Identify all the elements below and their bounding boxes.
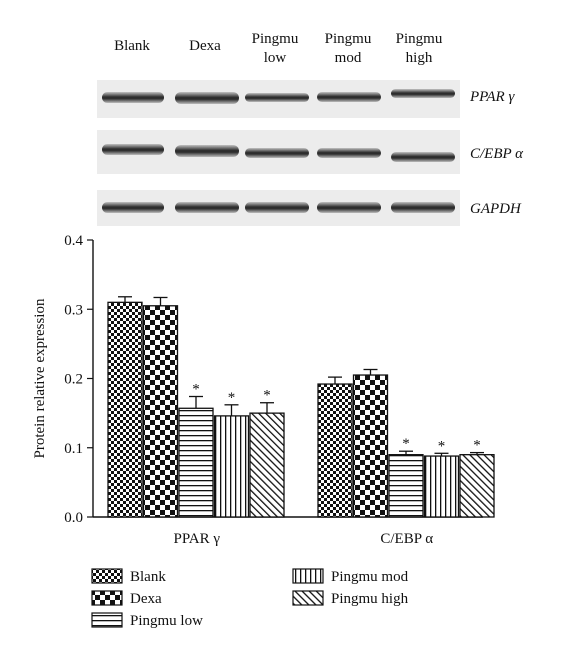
- legend-swatch: [91, 568, 123, 584]
- significance-marker: *: [473, 438, 481, 454]
- protein-label-gapdh: GAPDH: [470, 201, 521, 217]
- y-tick-label: 0.1: [64, 441, 83, 457]
- blot-band: [245, 202, 309, 213]
- lane-label-pingmu-low: Pingmu low: [240, 30, 310, 68]
- lane-label-line1: Pingmu: [395, 31, 443, 47]
- lane-label-line2: high: [405, 50, 433, 66]
- lane-label-line1: Pingmu: [251, 31, 299, 47]
- significance-marker: *: [438, 438, 446, 454]
- legend-label: Pingmu low: [130, 613, 203, 629]
- y-tick-label: 0.2: [64, 372, 83, 388]
- significance-marker: *: [192, 382, 200, 398]
- significance-marker: *: [228, 390, 236, 406]
- significance-marker: *: [263, 388, 271, 404]
- blot-strip-cebp-alpha: [97, 130, 460, 174]
- blot-band: [102, 202, 164, 213]
- y-tick-label: 0.4: [64, 233, 83, 249]
- lane-label-blank: Blank: [97, 37, 167, 56]
- blot-band: [391, 202, 455, 213]
- legend-label: Dexa: [130, 591, 162, 607]
- bar: [142, 305, 179, 518]
- bar: [107, 301, 143, 518]
- y-tick-label: 0.0: [64, 510, 83, 526]
- significance-marker: *: [402, 436, 410, 452]
- legend-swatch: [292, 568, 324, 584]
- lane-label-line1: Pingmu: [324, 31, 372, 47]
- blot-strip-gapdh: [97, 190, 460, 226]
- lane-label-pingmu-mod: Pingmu mod: [313, 30, 383, 68]
- blot-band: [317, 92, 381, 102]
- bar: [423, 455, 460, 518]
- legend-swatch: [292, 590, 324, 606]
- x-tick-label: PPAR γ: [173, 531, 220, 547]
- blot-band: [102, 92, 164, 103]
- blot-band: [391, 89, 455, 98]
- legend-swatch: [91, 590, 123, 606]
- x-tick-label: C/EBP α: [380, 531, 433, 547]
- blot-band: [175, 145, 239, 157]
- blot-band: [317, 148, 381, 158]
- legend-label: Pingmu mod: [331, 569, 409, 585]
- blot-band: [245, 93, 309, 102]
- chart-plot-area: 0.0 0.1 0.2 0.3 0.4 Protein relative expressi…: [32, 233, 495, 629]
- lane-label-pingmu-high: Pingmu high: [384, 30, 454, 68]
- blot-band: [317, 202, 381, 213]
- lane-label-line2: low: [263, 50, 287, 66]
- y-axis-label: Protein relative expression: [32, 298, 48, 458]
- blot-strip-ppar-gamma: [97, 80, 460, 118]
- lane-label-line1: Blank: [114, 38, 150, 54]
- lane-label-line2: mod: [334, 50, 362, 66]
- protein-label-ppar-gamma: PPAR γ: [470, 89, 515, 105]
- lane-label-line1: Dexa: [189, 38, 221, 54]
- blot-band: [245, 148, 309, 158]
- bar: [213, 415, 250, 518]
- lane-label-dexa: Dexa: [170, 37, 240, 56]
- blot-band: [175, 92, 239, 104]
- protein-label-cebp-alpha: C/EBP α: [470, 146, 524, 162]
- bar: [388, 454, 424, 518]
- y-tick-label: 0.3: [64, 302, 83, 318]
- bar: [459, 454, 495, 518]
- bar: [178, 407, 214, 518]
- blot-band: [102, 144, 164, 155]
- blot-band: [391, 152, 455, 162]
- legend-label: Pingmu high: [331, 591, 409, 607]
- bar: [352, 374, 389, 518]
- blot-band: [175, 202, 239, 213]
- bar: [317, 383, 353, 518]
- legend-swatch: [91, 612, 123, 628]
- legend-label: Blank: [130, 569, 166, 585]
- bar: [249, 412, 285, 518]
